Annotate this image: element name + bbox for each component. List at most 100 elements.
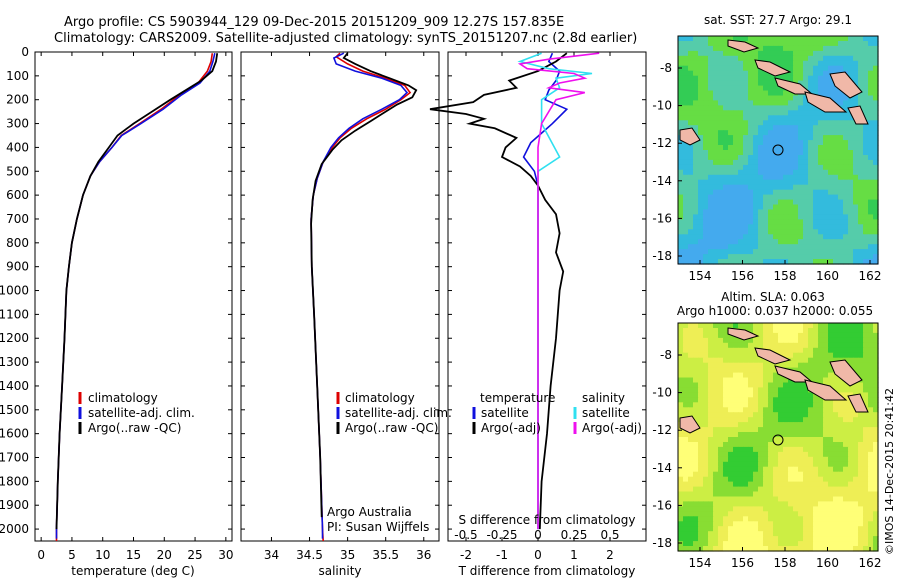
map-cell (813, 70, 819, 77)
map-cell (833, 501, 839, 507)
map-cell (803, 169, 809, 176)
map-cell (728, 145, 734, 151)
map-cell (793, 427, 799, 433)
map-cell (843, 526, 849, 532)
map-cell (688, 50, 694, 57)
map-cell (678, 219, 684, 225)
map-cell (848, 70, 854, 77)
map-cell (758, 382, 764, 389)
map-cell (853, 75, 859, 82)
map-cell (738, 372, 744, 379)
x-tick-label: 5 (68, 548, 76, 562)
map-cell (718, 135, 724, 141)
map-cell (693, 36, 699, 42)
map-cell (723, 60, 729, 67)
map-cell (798, 65, 804, 72)
map-cell (783, 466, 789, 473)
map-cell (738, 140, 744, 146)
map-cell (788, 526, 794, 532)
map-cell (698, 85, 704, 92)
map-cell (723, 239, 729, 245)
map-cell (728, 417, 734, 423)
map-cell (843, 204, 849, 211)
map-cell (838, 135, 844, 141)
map-cell (868, 382, 874, 389)
map-cell (843, 140, 849, 146)
map-cell (758, 491, 764, 498)
map-cell (848, 521, 854, 527)
map-cell (683, 531, 689, 537)
map-cell (833, 135, 839, 141)
map-cell (768, 194, 774, 201)
y-tick-label: 1000 (0, 284, 29, 298)
map-cell (858, 60, 864, 67)
map-cell (778, 402, 784, 408)
map-cell (808, 224, 814, 230)
map-cell (873, 169, 879, 176)
map-cell (758, 442, 764, 448)
map-cell (688, 516, 694, 522)
map-cell (718, 115, 724, 121)
map-cell (758, 229, 764, 235)
map-cell (753, 239, 759, 245)
map-cell (683, 442, 689, 448)
map-cell (863, 323, 869, 329)
map-cell (688, 541, 694, 547)
map-cell (873, 199, 879, 206)
map-cell (863, 50, 869, 57)
map-cell (748, 145, 754, 151)
map-cell (818, 209, 824, 216)
map-cell (863, 481, 869, 488)
map-cell (858, 244, 864, 250)
map-cell (708, 357, 714, 364)
map-cell (783, 392, 789, 398)
map-cell (873, 491, 879, 498)
map-cell (743, 125, 749, 131)
map-cell (833, 506, 839, 512)
map-cell (688, 377, 694, 384)
map-cell (783, 491, 789, 498)
map-cell (783, 387, 789, 393)
map-cell (808, 219, 814, 225)
map-cell (828, 432, 834, 438)
map-cell (703, 45, 709, 52)
map-cell (748, 55, 754, 62)
map-cell (873, 511, 879, 517)
map-cell (738, 75, 744, 82)
map-cell (728, 120, 734, 126)
map-cell (698, 372, 704, 379)
map-cell (853, 442, 859, 448)
map-cell (728, 496, 734, 503)
map-cell (683, 159, 689, 166)
map-cell (788, 546, 794, 552)
difference-axes-frame (447, 51, 647, 542)
map-cell (703, 130, 709, 136)
map-cell (753, 407, 759, 413)
map-cell (868, 412, 874, 418)
map-cell (748, 451, 754, 458)
map-cell (708, 446, 714, 453)
map-cell (828, 402, 834, 408)
map-cell (813, 155, 819, 161)
map-cell (818, 362, 824, 369)
map-cell (873, 501, 879, 507)
map-cell (738, 115, 744, 121)
map-cell (868, 179, 874, 186)
map-cell (828, 501, 834, 507)
map-cell (713, 337, 719, 344)
map-cell (848, 145, 854, 151)
map-cell (743, 541, 749, 547)
map-cell (683, 179, 689, 186)
map-cell (798, 352, 804, 359)
map-cell (818, 471, 824, 478)
map-cell (733, 209, 739, 216)
map-cell (703, 491, 709, 498)
map-cell (863, 337, 869, 344)
map-cell (843, 95, 849, 102)
map-cell (863, 55, 869, 62)
map-cell (693, 387, 699, 393)
map-cell (838, 239, 844, 245)
map-cell (693, 461, 699, 468)
map-cell (803, 471, 809, 478)
map-cell (778, 516, 784, 522)
